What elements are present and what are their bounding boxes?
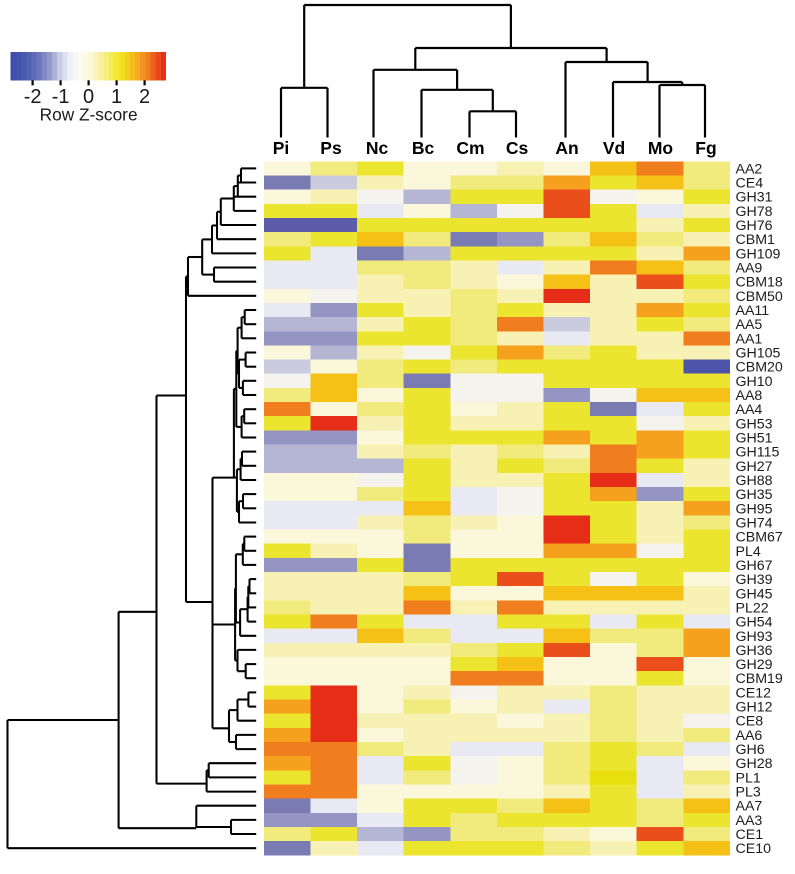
svg-text:Fg: Fg xyxy=(695,138,716,158)
svg-text:AA2: AA2 xyxy=(736,161,763,177)
svg-text:CBM19: CBM19 xyxy=(736,671,783,687)
svg-text:GH6: GH6 xyxy=(736,742,765,758)
svg-text:GH39: GH39 xyxy=(736,572,773,588)
svg-text:AA3: AA3 xyxy=(736,813,763,829)
svg-text:GH36: GH36 xyxy=(736,643,773,659)
svg-text:Row Z-score: Row Z-score xyxy=(40,105,138,125)
svg-text:CE10: CE10 xyxy=(736,841,772,857)
svg-text:PL22: PL22 xyxy=(736,600,769,616)
svg-text:GH93: GH93 xyxy=(736,629,773,645)
svg-text:PL1: PL1 xyxy=(736,770,761,786)
svg-text:GH115: GH115 xyxy=(736,445,780,461)
svg-text:GH35: GH35 xyxy=(736,487,773,503)
svg-text:GH28: GH28 xyxy=(736,756,773,772)
svg-text:Nc: Nc xyxy=(366,138,389,158)
svg-text:-2: -2 xyxy=(24,86,42,108)
svg-text:AA1: AA1 xyxy=(736,331,763,347)
svg-text:GH10: GH10 xyxy=(736,374,773,390)
svg-text:GH109: GH109 xyxy=(736,246,781,262)
svg-text:GH45: GH45 xyxy=(736,586,773,602)
svg-text:CE12: CE12 xyxy=(736,685,772,701)
svg-text:CBM67: CBM67 xyxy=(736,530,783,546)
svg-text:GH54: GH54 xyxy=(736,615,773,631)
svg-text:An: An xyxy=(555,138,578,158)
svg-text:GH105: GH105 xyxy=(736,346,781,362)
svg-text:GH74: GH74 xyxy=(736,516,773,532)
svg-text:GH67: GH67 xyxy=(736,558,773,574)
svg-text:GH27: GH27 xyxy=(736,459,773,475)
svg-text:CBM1: CBM1 xyxy=(736,232,776,248)
svg-text:Cs: Cs xyxy=(506,138,529,158)
svg-text:GH51: GH51 xyxy=(736,431,773,447)
svg-text:AA4: AA4 xyxy=(736,402,763,418)
svg-text:Ps: Ps xyxy=(320,138,342,158)
svg-text:Cm: Cm xyxy=(456,138,484,158)
svg-text:AA7: AA7 xyxy=(736,799,763,815)
svg-text:GH76: GH76 xyxy=(736,218,773,234)
svg-text:PL4: PL4 xyxy=(736,544,761,560)
svg-text:Mo: Mo xyxy=(648,138,673,158)
svg-text:CE4: CE4 xyxy=(736,176,764,192)
svg-text:CE8: CE8 xyxy=(736,714,764,730)
svg-text:-1: -1 xyxy=(52,86,70,108)
svg-text:1: 1 xyxy=(111,86,122,108)
svg-text:Pi: Pi xyxy=(273,138,290,158)
svg-text:CE1: CE1 xyxy=(736,827,764,843)
svg-text:2: 2 xyxy=(139,86,150,108)
svg-text:GH78: GH78 xyxy=(736,204,773,220)
svg-text:AA6: AA6 xyxy=(736,728,763,744)
svg-text:GH12: GH12 xyxy=(736,700,773,716)
svg-text:AA8: AA8 xyxy=(736,388,763,404)
svg-text:GH29: GH29 xyxy=(736,657,773,673)
svg-text:AA5: AA5 xyxy=(736,317,763,333)
svg-text:CBM18: CBM18 xyxy=(736,275,783,291)
svg-text:GH31: GH31 xyxy=(736,190,773,206)
svg-text:Bc: Bc xyxy=(412,138,435,158)
svg-text:CBM20: CBM20 xyxy=(736,360,783,376)
svg-text:GH88: GH88 xyxy=(736,473,773,489)
svg-text:Vd: Vd xyxy=(603,138,625,158)
svg-text:PL3: PL3 xyxy=(736,785,761,801)
svg-text:GH53: GH53 xyxy=(736,416,773,432)
svg-text:AA11: AA11 xyxy=(736,303,770,319)
svg-text:GH95: GH95 xyxy=(736,501,773,517)
svg-text:AA9: AA9 xyxy=(736,261,763,277)
svg-text:0: 0 xyxy=(83,86,94,108)
svg-text:CBM50: CBM50 xyxy=(736,289,783,305)
